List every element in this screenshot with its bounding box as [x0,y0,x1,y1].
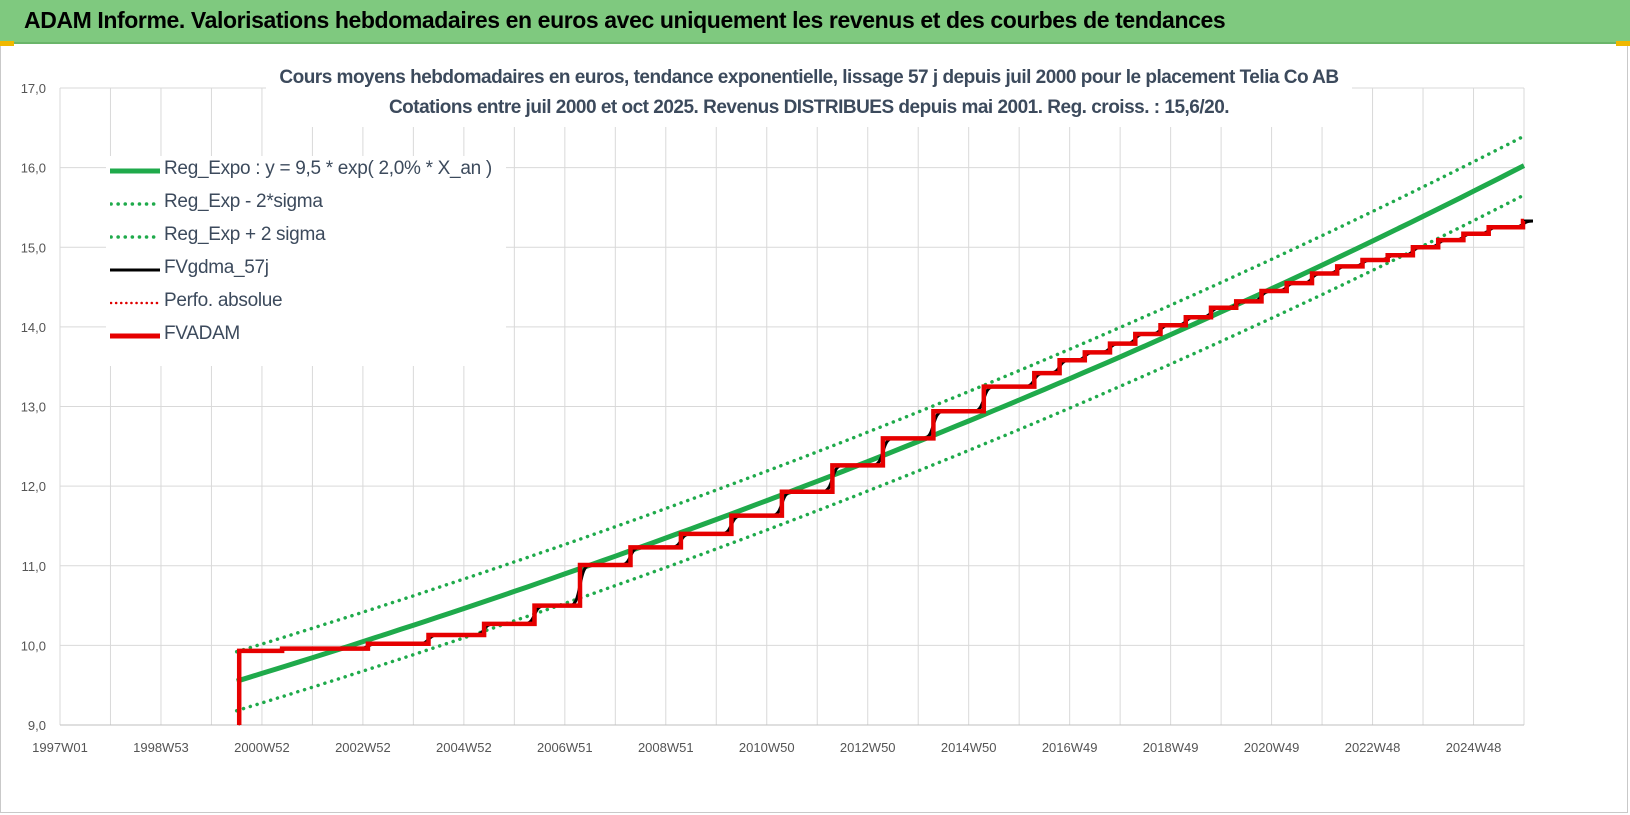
y-tick-label: 13,0 [21,400,46,415]
legend-item-fvgdma: FVgdma_57j [106,255,506,285]
x-tick-label: 2010W50 [739,740,795,755]
y-tick-label: 16,0 [21,161,46,176]
x-tick-label: 2002W52 [335,740,391,755]
x-tick-label: 2018W49 [1143,740,1199,755]
x-tick-label: 2016W49 [1042,740,1098,755]
header-bar: ADAM Informe. Valorisations hebdomadaire… [0,0,1630,44]
legend-swatch-reg-expo [110,168,160,174]
chart-legend: Reg_Expo : y = 9,5 * exp( 2,0% * X_an ) … [106,156,506,366]
x-tick-label: 2020W49 [1244,740,1300,755]
x-tick-label: 2012W50 [840,740,896,755]
x-tick-label: 2014W50 [941,740,997,755]
y-tick-label: 10,0 [21,638,46,653]
y-tick-label: 11,0 [22,559,46,574]
legend-label-fvgdma: FVgdma_57j [164,257,269,278]
legend-label-perfo: Perfo. absolue [164,290,283,311]
x-tick-label: 2000W52 [234,740,290,755]
legend-swatch-fvgdma [110,268,160,272]
y-tick-label: 12,0 [21,479,46,494]
x-tick-label: 2022W48 [1345,740,1401,755]
legend-label-reg-exp-minus: Reg_Exp - 2*sigma [164,191,323,212]
y-tick-label: 14,0 [21,320,46,335]
x-tick-label: 1998W53 [133,740,189,755]
page-title: ADAM Informe. Valorisations hebdomadaire… [24,7,1226,33]
series-reg-exp-plus-line [234,134,1526,654]
y-tick-label: 17,0 [21,81,46,96]
corner-marker-right [1616,41,1630,46]
legend-item-reg-expo: Reg_Expo : y = 9,5 * exp( 2,0% * X_an ) [106,156,506,186]
chart-subtitle: Cotations entre juil 2000 et oct 2025. R… [388,97,1230,118]
legend-label-fvadam: FVADAM [164,323,240,344]
x-tick-label: 2004W52 [436,740,492,755]
chart-title-box: Cours moyens hebdomadaires en euros, ten… [266,63,1352,127]
corner-marker-left [0,41,14,46]
legend-item-fvadam: FVADAM [106,321,506,351]
legend-swatch-reg-exp-minus [110,202,160,206]
x-tick-label: 2006W51 [537,740,593,755]
x-tick-label: 1997W01 [32,740,88,755]
legend-label-reg-expo: Reg_Expo : y = 9,5 * exp( 2,0% * X_an ) [164,158,492,179]
chart-title: Cours moyens hebdomadaires en euros, ten… [279,67,1339,88]
legend-swatch-reg-exp-plus [110,235,160,239]
series-perfo-absolue-line [238,220,1525,726]
legend-swatch-perfo [110,301,160,305]
legend-label-reg-exp-plus: Reg_Exp + 2 sigma [164,224,326,245]
y-tick-label: 15,0 [21,240,46,255]
legend-swatch-fvadam [110,333,160,339]
series-reg-exp-minus-line [234,193,1526,713]
x-tick-label: 2024W48 [1446,740,1502,755]
y-tick-label: 9,0 [28,718,46,733]
legend-item-reg-exp-minus: Reg_Exp - 2*sigma [106,189,506,219]
legend-item-reg-exp-plus: Reg_Exp + 2 sigma [106,222,506,252]
x-tick-label: 2008W51 [638,740,694,755]
legend-item-perfo: Perfo. absolue [106,288,506,318]
